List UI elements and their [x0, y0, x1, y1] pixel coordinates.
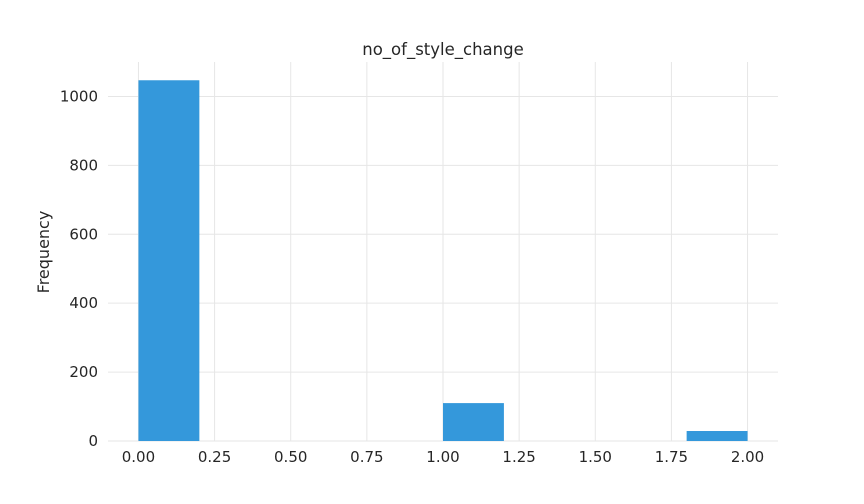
bars — [138, 80, 748, 441]
x-tick-label: 0.00 — [122, 448, 155, 466]
x-tick-label: 1.00 — [426, 448, 459, 466]
y-tick-label: 0 — [88, 432, 98, 450]
x-tick-label: 0.25 — [198, 448, 231, 466]
chart-title: no_of_style_change — [362, 40, 524, 60]
y-tick-label: 800 — [69, 156, 98, 174]
y-tick-label: 200 — [69, 363, 98, 381]
x-tick-label: 1.25 — [502, 448, 535, 466]
x-tick-label: 0.50 — [274, 448, 307, 466]
grid-lines — [108, 62, 778, 442]
x-tick-label: 1.75 — [655, 448, 688, 466]
x-tick-label: 1.50 — [579, 448, 612, 466]
y-tick-label: 600 — [69, 225, 98, 243]
histogram-bar — [443, 403, 504, 441]
histogram-bar — [686, 431, 748, 441]
x-tick-label: 0.75 — [350, 448, 383, 466]
y-axis-label: Frequency — [34, 211, 53, 294]
x-tick-label: 2.00 — [731, 448, 764, 466]
y-tick-labels: 0 200 400 600 800 1000 — [60, 87, 98, 450]
x-tick-labels: 0.00 0.25 0.50 0.75 1.00 1.25 1.50 1.75 2.00 — [122, 448, 764, 466]
y-tick-label: 400 — [69, 294, 98, 312]
y-tick-label: 1000 — [60, 87, 98, 105]
histogram-bar — [138, 80, 200, 441]
